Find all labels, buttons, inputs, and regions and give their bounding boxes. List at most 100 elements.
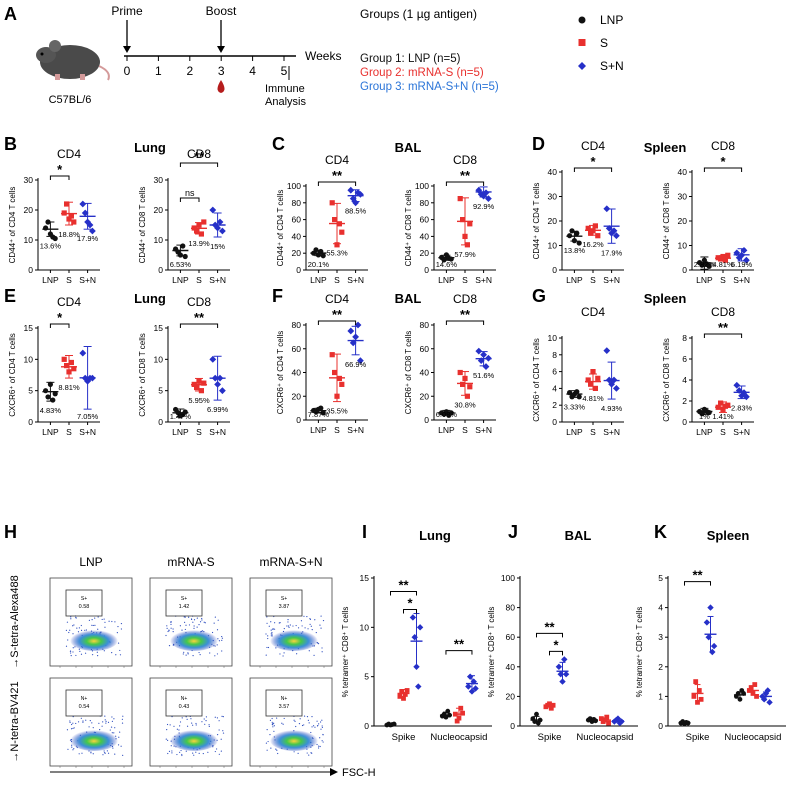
data-point <box>457 196 463 202</box>
flow-event <box>270 633 272 635</box>
y-tick-label: 100 <box>501 573 515 583</box>
y-tick-label: 0 <box>158 265 163 275</box>
mean-value-label: 30.8% <box>454 400 476 409</box>
flow-event <box>204 622 206 624</box>
flow-plot: S+ 0.58 <box>49 577 133 668</box>
flow-event <box>288 626 290 628</box>
boost-label: Boost <box>206 4 237 18</box>
chart-title: CD4 <box>325 153 349 167</box>
data-point <box>201 219 207 225</box>
panel-letter-f: F <box>272 286 283 306</box>
flow-density-cloud <box>270 629 318 651</box>
flow-event <box>208 724 210 726</box>
chart-f2: 0 20 40 60 80 CXCR6⁺ of CD8 T cells CD8 LNP S S+N… <box>404 292 496 435</box>
flow-event <box>72 633 74 635</box>
y-axis-label: CD44⁺ of CD4 T cells <box>276 190 285 267</box>
flow-event <box>322 619 325 622</box>
y-tick-label: 6 <box>682 354 687 364</box>
mean-value-label: 1% <box>699 412 710 421</box>
data-point <box>198 388 204 394</box>
y-tick-label: 80 <box>420 320 430 330</box>
data-point <box>465 683 472 690</box>
data-point <box>614 715 622 722</box>
x-tick-label: S+N <box>475 275 492 285</box>
data-point <box>618 718 625 725</box>
data-point <box>705 634 712 641</box>
flow-event <box>198 624 200 626</box>
data-point <box>214 224 221 232</box>
flow-event <box>312 725 315 727</box>
data-point <box>764 687 771 694</box>
flow-event <box>172 628 174 630</box>
flow-event <box>283 627 285 630</box>
flow-event <box>117 744 120 746</box>
data-point <box>329 200 335 206</box>
data-point <box>50 397 56 403</box>
panel-letter-i: I <box>362 522 367 542</box>
flow-event <box>266 616 268 618</box>
data-point <box>706 263 712 269</box>
significance-bracket <box>179 162 219 167</box>
data-point <box>462 375 468 382</box>
data-point <box>66 216 72 222</box>
tissue-title-b: Lung <box>134 140 166 155</box>
flow-event <box>308 754 310 756</box>
flow-event <box>92 727 94 729</box>
x-tick-label: S+N <box>79 275 96 285</box>
significance-bracket <box>445 181 485 186</box>
flow-event <box>78 648 80 650</box>
significance-bracket <box>703 333 743 338</box>
data-point <box>464 393 470 399</box>
flow-event <box>66 729 69 731</box>
data-point <box>569 228 575 234</box>
data-point <box>84 218 91 226</box>
y-tick-label: 20 <box>292 391 302 401</box>
y-tick-label: 0 <box>510 721 515 731</box>
y-axis-label: CD44⁺ of CD8 T cells <box>662 183 671 260</box>
y-tick-label: 30 <box>154 175 164 185</box>
mean-value-label: 14.6% <box>436 260 458 269</box>
flow-event <box>185 716 187 718</box>
x-tick-label: S <box>590 275 596 285</box>
data-point <box>448 256 454 262</box>
flow-event <box>269 734 271 736</box>
data-point <box>177 252 183 258</box>
flow-event <box>104 621 106 623</box>
flow-event <box>168 645 171 647</box>
flow-event <box>181 753 183 756</box>
flow-column-label: mRNA-S+N <box>259 555 322 569</box>
tissue-title-g: Spleen <box>644 291 687 306</box>
data-point <box>576 394 582 400</box>
data-point <box>604 714 610 720</box>
y-tick-label: 2 <box>552 400 557 410</box>
flow-event <box>188 624 191 626</box>
data-point <box>180 243 186 249</box>
flow-plot: N+ 0.43 <box>149 677 233 768</box>
y-tick-label: 40 <box>548 167 558 177</box>
flow-event <box>122 754 124 756</box>
flow-event <box>207 751 209 753</box>
chart-e1: 0 5 10 15 CXCR6⁺ of CD4 T cells CD4 LNP S S+N 4.8… <box>8 295 100 437</box>
y-tick-label: 10 <box>154 235 164 245</box>
data-point <box>411 634 418 641</box>
flow-event <box>70 652 72 654</box>
flow-event <box>106 750 108 752</box>
flow-event <box>216 653 219 655</box>
prime-label: Prime <box>111 4 143 18</box>
data-point <box>198 231 204 237</box>
legend-lnp-label: LNP <box>600 13 623 27</box>
data-point <box>762 690 770 697</box>
flow-event <box>310 752 312 754</box>
flow-event <box>104 715 106 717</box>
flow-event <box>91 624 93 626</box>
x-tick-label: S <box>720 275 726 285</box>
chart-title: CD4 <box>57 147 81 161</box>
flow-gate-name: S+ <box>281 596 287 602</box>
x-tick-label: S+N <box>347 425 364 435</box>
flow-event <box>295 624 297 627</box>
x-tick-label: S+N <box>603 275 620 285</box>
flow-event <box>315 631 317 634</box>
y-tick-label: 20 <box>678 216 688 226</box>
data-point <box>698 696 704 702</box>
flow-event <box>191 722 193 724</box>
